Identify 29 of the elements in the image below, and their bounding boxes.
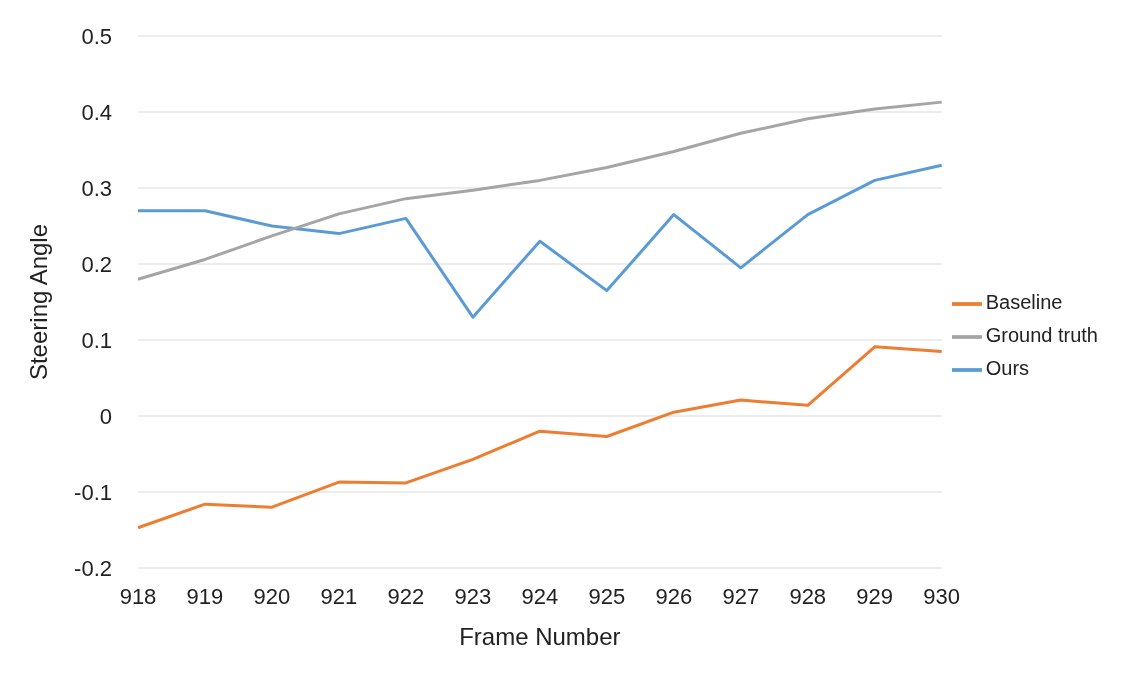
y-tick-label: 0.4 <box>81 99 112 125</box>
legend-label: Ground truth <box>985 324 1098 347</box>
line-series <box>136 100 944 281</box>
x-tick-label: 918 <box>119 583 157 609</box>
line-series <box>136 163 944 319</box>
x-tick-label: 928 <box>789 583 827 609</box>
y-tick-label: 0 <box>99 403 112 429</box>
legend-label: Baseline <box>985 291 1063 314</box>
y-axis-title: Steering Angle <box>24 223 52 381</box>
x-tick-label: 919 <box>186 583 224 609</box>
line-series <box>136 345 944 530</box>
y-tick-label: 0.5 <box>81 23 112 49</box>
y-tick-label: 0.3 <box>81 175 112 201</box>
y-tick-label: -0.1 <box>74 479 112 505</box>
x-tick-label: 930 <box>923 583 961 609</box>
x-tick-label: 927 <box>722 583 760 609</box>
x-tick-label: 924 <box>521 583 559 609</box>
y-tick-label: 0.2 <box>81 251 112 277</box>
x-axis-title: Frame Number <box>459 623 621 650</box>
legend-label: Ours <box>985 356 1030 379</box>
y-tick-label: -0.2 <box>74 555 112 581</box>
x-tick-label: 922 <box>387 583 425 609</box>
x-tick-label: 926 <box>655 583 693 609</box>
x-tick-label: 923 <box>454 583 492 609</box>
x-tick-label: 921 <box>320 583 358 609</box>
x-tick-label: 929 <box>856 583 894 609</box>
y-tick-label: 0.1 <box>81 327 112 353</box>
x-tick-label: 920 <box>253 583 291 609</box>
x-tick-label: 925 <box>588 583 626 609</box>
